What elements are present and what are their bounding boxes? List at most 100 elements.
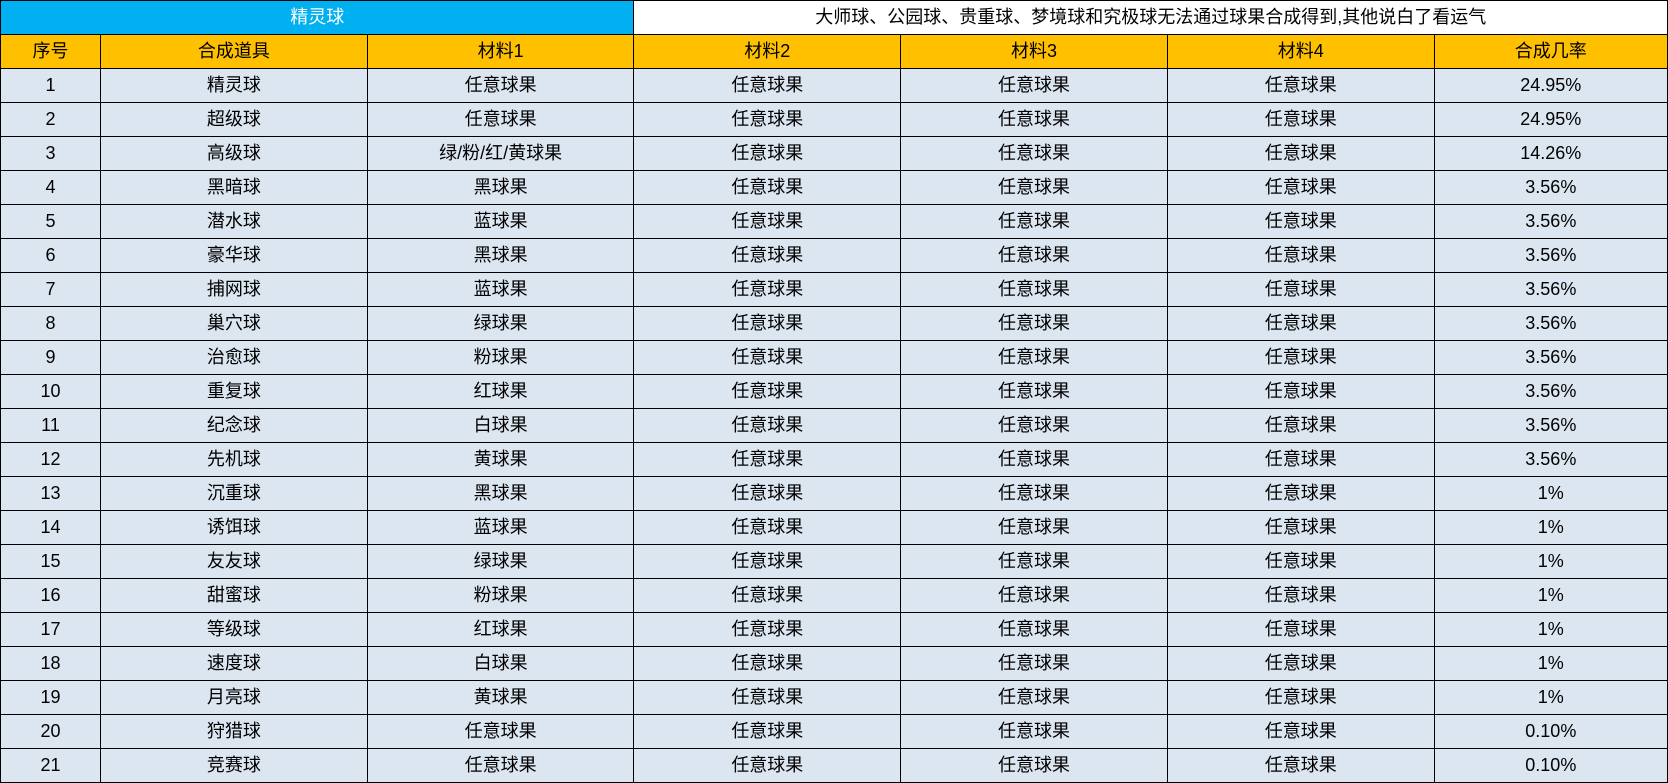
table-row: 16甜蜜球粉球果任意球果任意球果任意球果1%: [1, 579, 1668, 613]
table-cell: 粉球果: [367, 579, 634, 613]
table-cell: 任意球果: [1167, 715, 1434, 749]
table-cell: 任意球果: [1167, 409, 1434, 443]
table-cell: 3.56%: [1434, 205, 1667, 239]
table-cell: 任意球果: [1167, 171, 1434, 205]
table-title-right: 大师球、公园球、贵重球、梦境球和究极球无法通过球果合成得到,其他说白了看运气: [634, 1, 1668, 35]
table-cell: 任意球果: [634, 545, 901, 579]
table-cell: 任意球果: [1167, 545, 1434, 579]
table-cell: 甜蜜球: [101, 579, 368, 613]
table-cell: 任意球果: [1167, 273, 1434, 307]
table-cell: 捕网球: [101, 273, 368, 307]
table-row: 15友友球绿球果任意球果任意球果任意球果1%: [1, 545, 1668, 579]
table-cell: 黄球果: [367, 443, 634, 477]
table-cell: 重复球: [101, 375, 368, 409]
table-cell: 13: [1, 477, 101, 511]
table-cell: 诱饵球: [101, 511, 368, 545]
table-cell: 任意球果: [634, 307, 901, 341]
table-cell: 白球果: [367, 647, 634, 681]
table-row: 17等级球红球果任意球果任意球果任意球果1%: [1, 613, 1668, 647]
table-row: 4黑暗球黑球果任意球果任意球果任意球果3.56%: [1, 171, 1668, 205]
table-cell: 任意球果: [1167, 137, 1434, 171]
table-cell: 1%: [1434, 613, 1667, 647]
table-cell: 黑球果: [367, 477, 634, 511]
table-cell: 任意球果: [634, 409, 901, 443]
table-cell: 任意球果: [1167, 579, 1434, 613]
table-cell: 1%: [1434, 545, 1667, 579]
table-cell: 黄球果: [367, 681, 634, 715]
table-cell: 任意球果: [634, 613, 901, 647]
column-header: 材料1: [367, 35, 634, 69]
table-cell: 任意球果: [901, 239, 1168, 273]
table-row: 13沉重球黑球果任意球果任意球果任意球果1%: [1, 477, 1668, 511]
table-cell: 任意球果: [367, 749, 634, 783]
column-header: 材料4: [1167, 35, 1434, 69]
table-cell: 先机球: [101, 443, 368, 477]
table-cell: 任意球果: [634, 375, 901, 409]
table-cell: 0.10%: [1434, 749, 1667, 783]
table-cell: 1: [1, 69, 101, 103]
table-cell: 超级球: [101, 103, 368, 137]
table-cell: 纪念球: [101, 409, 368, 443]
table-title-left: 精灵球: [1, 1, 634, 35]
table-row: 21竞赛球任意球果任意球果任意球果任意球果0.10%: [1, 749, 1668, 783]
table-cell: 任意球果: [634, 477, 901, 511]
table-cell: 任意球果: [634, 749, 901, 783]
table-cell: 任意球果: [634, 69, 901, 103]
table-cell: 9: [1, 341, 101, 375]
table-cell: 任意球果: [901, 273, 1168, 307]
table-cell: 任意球果: [634, 511, 901, 545]
table-cell: 11: [1, 409, 101, 443]
table-cell: 任意球果: [634, 647, 901, 681]
table-row: 11纪念球白球果任意球果任意球果任意球果3.56%: [1, 409, 1668, 443]
table-cell: 1%: [1434, 511, 1667, 545]
table-cell: 绿/粉/红/黄球果: [367, 137, 634, 171]
pokeball-crafting-table: 精灵球大师球、公园球、贵重球、梦境球和究极球无法通过球果合成得到,其他说白了看运…: [0, 0, 1668, 783]
table-row: 20狩猎球任意球果任意球果任意球果任意球果0.10%: [1, 715, 1668, 749]
table-row: 12先机球黄球果任意球果任意球果任意球果3.56%: [1, 443, 1668, 477]
table-cell: 任意球果: [634, 715, 901, 749]
table-cell: 沉重球: [101, 477, 368, 511]
table-cell: 任意球果: [634, 239, 901, 273]
table-cell: 竞赛球: [101, 749, 368, 783]
table-cell: 黑暗球: [101, 171, 368, 205]
table-cell: 5: [1, 205, 101, 239]
table-cell: 7: [1, 273, 101, 307]
column-header: 材料3: [901, 35, 1168, 69]
table-cell: 任意球果: [901, 205, 1168, 239]
table-cell: 任意球果: [367, 103, 634, 137]
table-cell: 豪华球: [101, 239, 368, 273]
table-row: 1精灵球任意球果任意球果任意球果任意球果24.95%: [1, 69, 1668, 103]
column-header: 材料2: [634, 35, 901, 69]
column-header: 合成几率: [1434, 35, 1667, 69]
table-cell: 红球果: [367, 375, 634, 409]
table-cell: 任意球果: [1167, 307, 1434, 341]
table-cell: 任意球果: [1167, 443, 1434, 477]
table-cell: 8: [1, 307, 101, 341]
table-cell: 任意球果: [1167, 477, 1434, 511]
table-cell: 任意球果: [1167, 749, 1434, 783]
table-cell: 24.95%: [1434, 69, 1667, 103]
table-cell: 3.56%: [1434, 409, 1667, 443]
table-row: 14诱饵球蓝球果任意球果任意球果任意球果1%: [1, 511, 1668, 545]
table-cell: 12: [1, 443, 101, 477]
column-header: 序号: [1, 35, 101, 69]
table-cell: 3.56%: [1434, 307, 1667, 341]
table-cell: 任意球果: [367, 715, 634, 749]
table-cell: 精灵球: [101, 69, 368, 103]
table-cell: 19: [1, 681, 101, 715]
table-cell: 任意球果: [634, 103, 901, 137]
table-cell: 1%: [1434, 477, 1667, 511]
table-cell: 24.95%: [1434, 103, 1667, 137]
table-cell: 15: [1, 545, 101, 579]
table-cell: 任意球果: [901, 409, 1168, 443]
table-cell: 等级球: [101, 613, 368, 647]
table-cell: 任意球果: [901, 375, 1168, 409]
table-cell: 任意球果: [1167, 239, 1434, 273]
table-cell: 1%: [1434, 647, 1667, 681]
table-cell: 1%: [1434, 579, 1667, 613]
table-cell: 16: [1, 579, 101, 613]
table-cell: 治愈球: [101, 341, 368, 375]
table-cell: 3.56%: [1434, 171, 1667, 205]
table-cell: 任意球果: [901, 715, 1168, 749]
table-cell: 任意球果: [901, 613, 1168, 647]
